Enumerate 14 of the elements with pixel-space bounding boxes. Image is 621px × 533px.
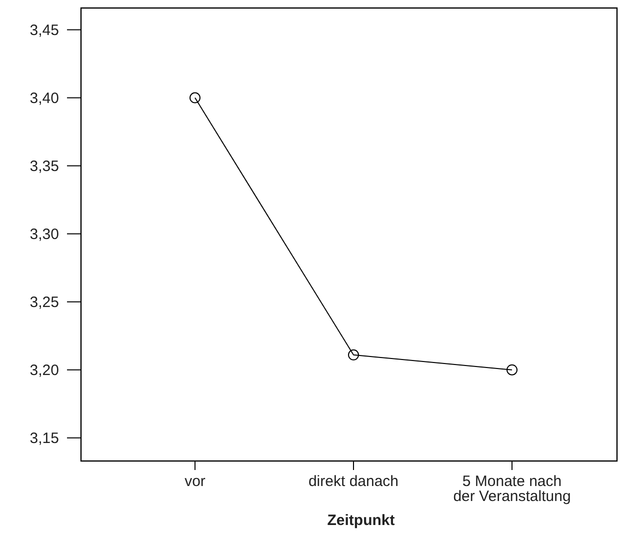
x-axis-title: Zeitpunkt bbox=[327, 512, 395, 529]
x-tick-label: direkt danach bbox=[308, 473, 399, 490]
y-tick-label: 3,15 bbox=[30, 430, 59, 448]
point bbox=[190, 92, 200, 104]
x-tick-label: vor bbox=[184, 473, 206, 490]
point bbox=[348, 349, 359, 360]
x-tick-label: 5 Monate nach der Veranstaltung bbox=[453, 473, 571, 505]
y-tick-label: 3,35 bbox=[30, 158, 59, 176]
y-tick-label: 3,45 bbox=[30, 22, 59, 40]
y-tick-label: 3,20 bbox=[30, 362, 59, 380]
point bbox=[506, 364, 518, 376]
y-tick-label: 3,30 bbox=[30, 226, 59, 244]
y-tick-label: 3,25 bbox=[30, 294, 59, 312]
y-tick-label: 3,40 bbox=[30, 90, 59, 108]
